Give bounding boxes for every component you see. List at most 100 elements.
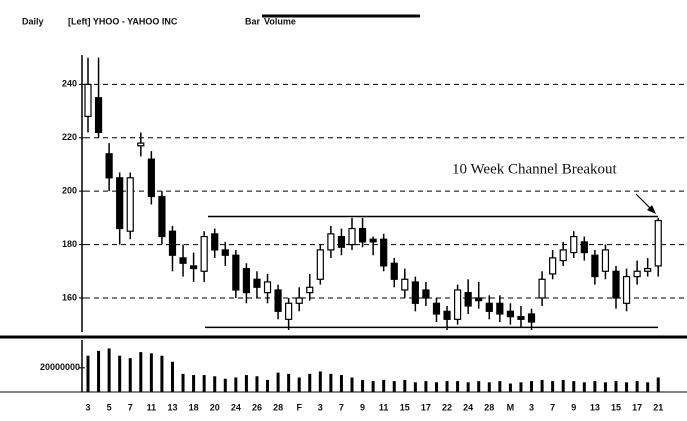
x-tick-label: 15 — [611, 402, 621, 412]
x-tick-label: 7 — [339, 402, 344, 412]
x-tick-label: M — [507, 402, 515, 412]
x-tick-label: 17 — [421, 402, 431, 412]
volume-bar — [361, 379, 365, 392]
volume-tick-label: 20000000 — [40, 362, 80, 372]
candle-body — [411, 281, 419, 304]
candle-body — [327, 233, 335, 251]
volume-bar — [107, 348, 111, 392]
volume-bar — [244, 375, 248, 392]
x-tick-label: 15 — [400, 402, 410, 412]
volume-bar — [582, 382, 586, 392]
volume-bar — [255, 376, 259, 392]
volume-bar — [413, 382, 417, 392]
candle-body — [316, 249, 324, 280]
candle-body — [591, 254, 599, 278]
candle-body — [559, 249, 567, 262]
volume-bar — [445, 381, 449, 392]
candle-body — [527, 313, 536, 323]
candle-body — [242, 267, 250, 294]
candle-body — [190, 265, 198, 270]
volume-bar — [287, 373, 291, 392]
volume-bar — [603, 382, 607, 392]
header-period: Daily — [22, 16, 44, 26]
candle-body — [654, 219, 662, 267]
candle-body — [601, 249, 610, 272]
volume-bar — [192, 375, 196, 392]
candle-body — [517, 316, 525, 320]
candle-body — [612, 270, 620, 299]
candle-body — [274, 289, 282, 312]
volume-bar — [149, 353, 153, 392]
y-tick-label: 180 — [62, 239, 77, 249]
header-bar: Bar — [245, 16, 261, 26]
x-tick-label: 9 — [571, 402, 576, 412]
candle-body — [211, 233, 219, 251]
candle-body — [443, 310, 451, 320]
x-tick-label: 3 — [85, 402, 90, 412]
volume-bar — [403, 379, 407, 392]
volume-bar — [118, 355, 122, 392]
volume-bar — [181, 373, 185, 392]
x-tick-label: 13 — [167, 402, 177, 412]
volume-bar — [635, 381, 639, 392]
candle-body — [485, 302, 493, 312]
candle-body — [464, 292, 472, 307]
y-tick-label: 240 — [62, 79, 77, 89]
volume-bar — [234, 377, 238, 392]
candle-body — [337, 235, 346, 248]
annotation: 10 Week Channel Breakout — [452, 161, 618, 177]
candle-body — [221, 249, 229, 256]
y-tick-label: 200 — [62, 186, 77, 196]
volume-bar — [498, 381, 502, 392]
volume-bar — [160, 355, 164, 392]
candle-body — [263, 281, 272, 294]
volume-bar — [508, 383, 512, 392]
candle-body — [232, 254, 240, 291]
candle-body — [348, 227, 356, 246]
candle-body — [126, 177, 134, 232]
volume-bar — [318, 371, 322, 392]
volume-bar — [424, 381, 428, 392]
volume-bar — [572, 381, 576, 392]
candle-body — [454, 289, 462, 320]
candle-body — [622, 276, 631, 304]
candle-body — [506, 310, 514, 318]
y-tick-label: 160 — [62, 292, 77, 302]
arrow-head — [647, 205, 656, 214]
volume-bar — [223, 378, 227, 392]
volume-bar — [614, 381, 618, 392]
volume-bar — [86, 355, 90, 392]
volume-bar — [456, 381, 460, 392]
x-tick-label: 13 — [590, 402, 600, 412]
candle-body — [369, 238, 377, 243]
x-tick-label: 7 — [550, 402, 555, 412]
volume-bar — [519, 382, 523, 392]
header-symbol: [Left] YHOO - YAHOO INC — [68, 16, 178, 26]
x-tick-label: 20 — [210, 402, 220, 412]
volume-bar — [625, 382, 629, 392]
volume-bar — [371, 381, 375, 392]
candle-body — [549, 257, 557, 275]
candle-body — [158, 195, 166, 238]
candle-body — [390, 262, 398, 280]
volume-bar — [266, 379, 270, 392]
volume-bar — [487, 382, 491, 392]
volume-bar — [561, 379, 565, 392]
candle-body — [538, 278, 546, 299]
x-tick-label: 17 — [632, 402, 642, 412]
volume-bar — [646, 382, 650, 392]
candle-body — [253, 278, 261, 288]
candle-body — [380, 238, 388, 267]
volume-bar — [213, 376, 217, 392]
candle-body — [422, 289, 430, 299]
volume-bar — [382, 379, 386, 392]
volume-bar — [540, 379, 544, 392]
volume-bar — [392, 381, 396, 392]
x-tick-label: 7 — [128, 402, 133, 412]
candle-body — [179, 257, 187, 264]
volume-bar — [128, 358, 132, 392]
candle-body — [432, 302, 441, 315]
x-tick-label: 24 — [231, 402, 241, 412]
x-tick-label: 9 — [360, 402, 365, 412]
